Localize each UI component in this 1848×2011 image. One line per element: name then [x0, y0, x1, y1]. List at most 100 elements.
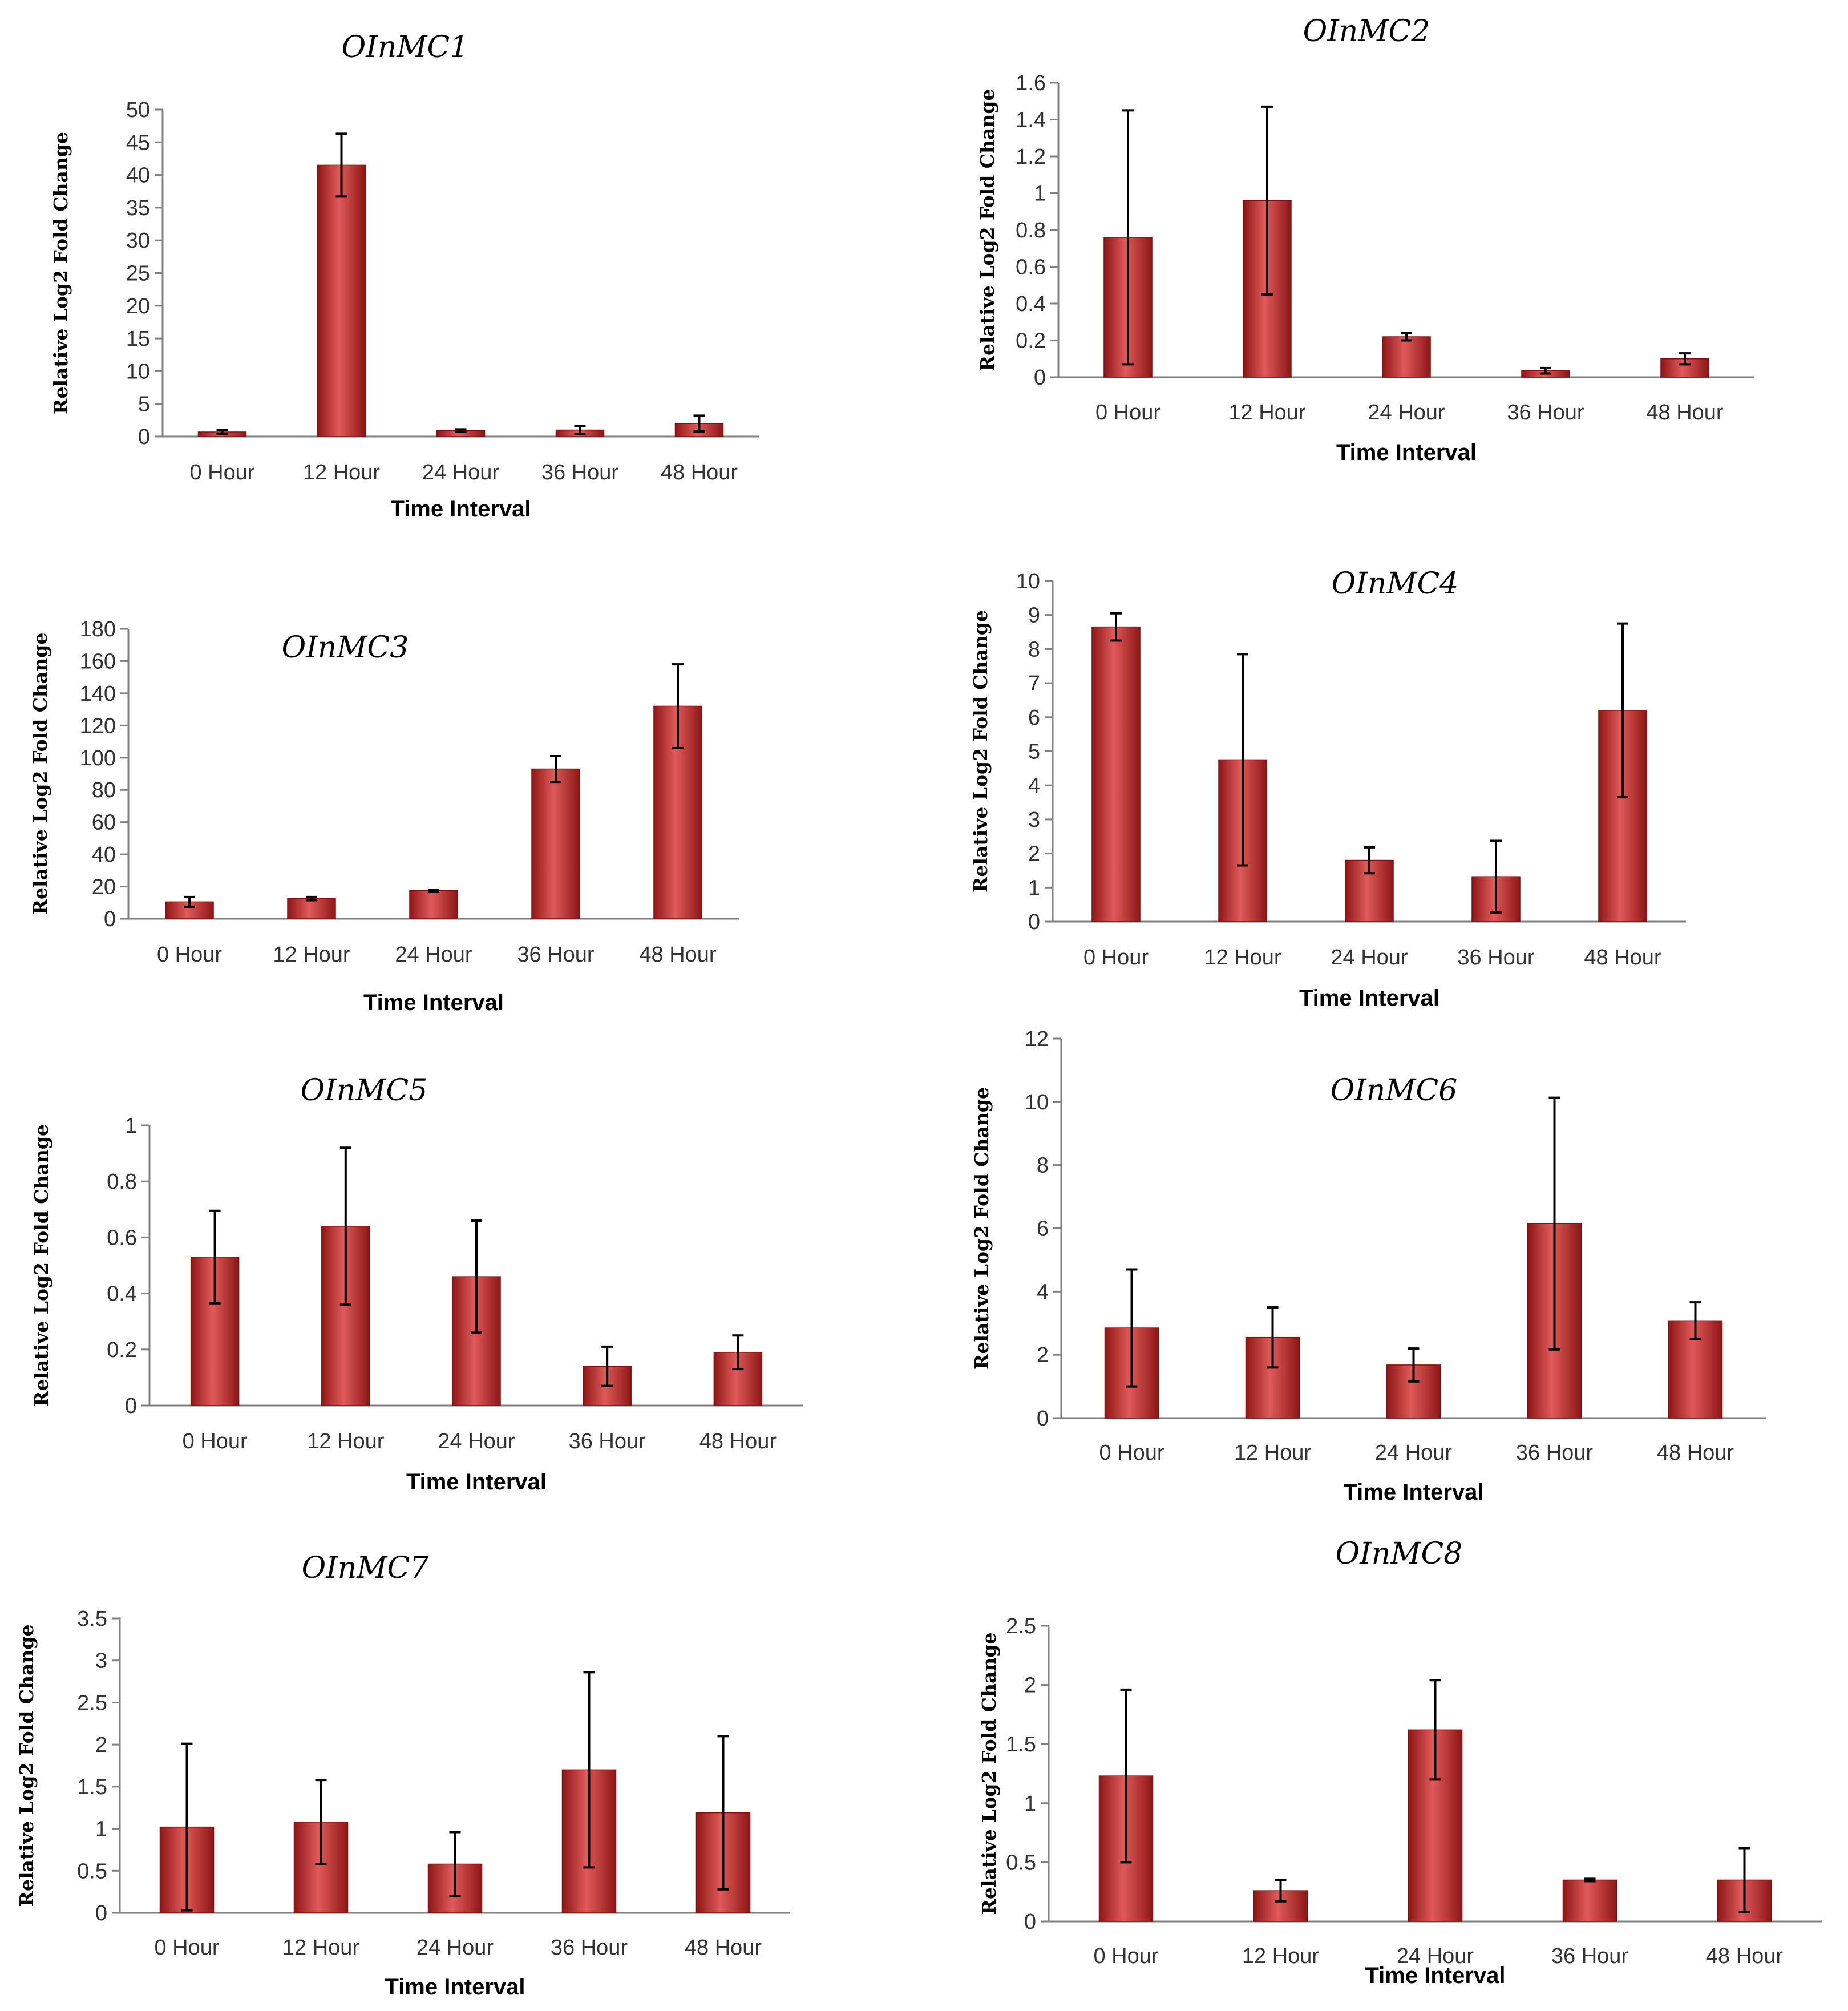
y-tick-label: 45	[126, 131, 150, 155]
x-axis-label: Time Interval	[363, 990, 504, 1015]
y-tick-label: 10	[1016, 570, 1040, 593]
y-tick-label: 1.6	[1016, 71, 1046, 95]
chart-panel-8: OInMC8 0 0.5 1 1.5 2 2.5 0 Hour 12 Hour 24 Hour 36…	[978, 1537, 1822, 1988]
y-tick-label: 1.5	[77, 1775, 107, 1799]
y-tick-label: 15	[126, 327, 150, 351]
y-axis-label: Relative Log2 Fold Change	[30, 1124, 52, 1407]
y-tick-label: 1	[1024, 1792, 1036, 1816]
y-axis-label: Relative Log2 Fold Change	[29, 633, 51, 915]
x-tick-label: 0 Hour	[189, 461, 254, 484]
x-tick-label: 12 Hour	[1234, 1441, 1312, 1465]
x-tick-label: 0 Hour	[1083, 946, 1149, 970]
y-tick-label: 2.5	[77, 1691, 107, 1715]
y-tick-label: 160	[80, 649, 116, 673]
y-tick-label: 2	[95, 1733, 107, 1757]
y-tick-label: 0	[1034, 366, 1046, 390]
x-tick-label: 12 Hour	[1228, 401, 1306, 425]
y-tick-label: 1.2	[1016, 145, 1046, 169]
y-axis-label: Relative Log2 Fold Change	[970, 1087, 993, 1370]
y-tick-label: 5	[138, 393, 150, 417]
x-tick-label: 0 Hour	[154, 1936, 219, 1960]
y-tick-label: 10	[1025, 1091, 1049, 1114]
y-tick-label: 2	[1028, 842, 1040, 866]
x-axis-label: Time Interval	[1336, 440, 1477, 465]
bar-36-hour	[1562, 1879, 1617, 1922]
y-tick-label: 0.4	[1016, 292, 1046, 316]
bar-0-hour	[1091, 626, 1141, 922]
chart-panel-4: OInMC4 0 1 2 3 4 5 6 7 8 9 10 0 Hour 12 Hour 24 Hour 36…	[969, 567, 1686, 1011]
y-tick-label: 0	[138, 425, 150, 449]
x-tick-label: 12 Hour	[1242, 1944, 1320, 1968]
chart-panel-5: OInMC5 0 0.2 0.4 0.6 0.8 1 0 Hour 12 Hour 24 Hour…	[30, 1073, 803, 1495]
chart-title: OInMC7	[302, 1551, 430, 1585]
bar-36-hour	[531, 768, 580, 919]
y-axis-label: Relative Log2 Fold Change	[50, 132, 72, 414]
x-tick-label: 0 Hour	[183, 1429, 248, 1453]
y-tick-label: 3	[95, 1649, 107, 1673]
x-axis-label: Time Interval	[406, 1469, 547, 1495]
bar-12-hour	[1253, 1890, 1308, 1922]
y-tick-label: 20	[126, 294, 150, 318]
x-tick-label: 12 Hour	[1204, 946, 1281, 970]
x-tick-label: 0 Hour	[1093, 1944, 1158, 1968]
x-tick-label: 36 Hour	[551, 1936, 628, 1960]
y-tick-label: 0	[1028, 910, 1040, 934]
y-tick-label: 0	[125, 1394, 137, 1418]
y-tick-label: 8	[1037, 1154, 1049, 1178]
y-tick-label: 3	[1028, 808, 1040, 832]
x-tick-label: 0 Hour	[1099, 1441, 1164, 1465]
y-tick-label: 12	[1025, 1027, 1049, 1051]
y-tick-label: 4	[1037, 1280, 1049, 1304]
y-tick-label: 40	[126, 164, 150, 188]
y-tick-label: 0.2	[107, 1338, 137, 1362]
y-tick-label: 0.6	[1016, 256, 1046, 280]
y-tick-label: 35	[126, 196, 150, 220]
x-tick-label: 48 Hour	[1584, 946, 1661, 970]
chart-title: OInMC6	[1331, 1073, 1458, 1108]
bar-12-hour	[287, 898, 336, 919]
y-tick-label: 0.2	[1016, 329, 1046, 353]
y-tick-label: 120	[80, 714, 116, 738]
x-tick-label: 24 Hour	[1331, 946, 1408, 970]
y-tick-label: 0.4	[107, 1282, 137, 1306]
y-tick-label: 1	[1028, 876, 1040, 900]
bar-48-hour	[1660, 358, 1709, 378]
y-tick-label: 6	[1028, 706, 1040, 730]
chart-title: OInMC4	[1332, 567, 1459, 601]
y-axis-label: Relative Log2 Fold Change	[969, 610, 992, 893]
x-tick-label: 24 Hour	[1375, 1441, 1453, 1465]
y-axis-label: Relative Log2 Fold Change	[15, 1625, 38, 1907]
x-tick-label: 48 Hour	[685, 1936, 762, 1960]
x-tick-label: 36 Hour	[1551, 1944, 1629, 1968]
x-tick-label: 12 Hour	[303, 461, 381, 484]
y-tick-label: 8	[1028, 637, 1040, 661]
y-tick-label: 0.6	[107, 1226, 137, 1250]
y-tick-label: 0.5	[1006, 1851, 1036, 1875]
y-tick-label: 20	[92, 875, 116, 899]
x-tick-label: 24 Hour	[422, 461, 500, 484]
y-tick-label: 1	[95, 1818, 107, 1842]
y-tick-label: 7	[1028, 672, 1040, 696]
x-tick-label: 24 Hour	[1397, 1944, 1474, 1968]
chart-panel-7: OInMC7 0 0.5 1 1.5 2 2.5 3 3.5 0 Hour 12 Hour 24 Ho…	[15, 1551, 790, 2000]
chart-panel-1: OInMC1 0 5 10 15 20 25 30 35 40 45 50 0 Hour 12 Hour 2…	[50, 30, 759, 522]
x-tick-label: 12 Hour	[273, 943, 350, 967]
y-tick-label: 80	[92, 778, 116, 802]
y-tick-label: 30	[126, 229, 150, 253]
y-tick-label: 60	[92, 811, 116, 835]
x-tick-label: 48 Hour	[1706, 1944, 1784, 1968]
x-tick-label: 36 Hour	[517, 943, 595, 967]
chart-title: OInMC5	[301, 1073, 428, 1108]
x-tick-label: 0 Hour	[1095, 401, 1160, 425]
chart-title: OInMC3	[282, 631, 409, 665]
y-tick-label: 1.4	[1016, 108, 1046, 132]
x-tick-label: 36 Hour	[1516, 1441, 1594, 1465]
y-tick-label: 2	[1024, 1674, 1036, 1698]
y-axis-label: Relative Log2 Fold Change	[976, 89, 998, 371]
y-tick-label: 3.5	[77, 1607, 107, 1631]
chart-panel-3: OInMC3 0 20 40 60 80 100 120 140 160 180 0 Hour 12 H…	[29, 617, 739, 1015]
x-tick-label: 36 Hour	[1457, 946, 1535, 970]
x-tick-label: 24 Hour	[395, 943, 472, 967]
y-tick-label: 0.5	[77, 1859, 107, 1883]
x-tick-label: 0 Hour	[157, 943, 222, 967]
